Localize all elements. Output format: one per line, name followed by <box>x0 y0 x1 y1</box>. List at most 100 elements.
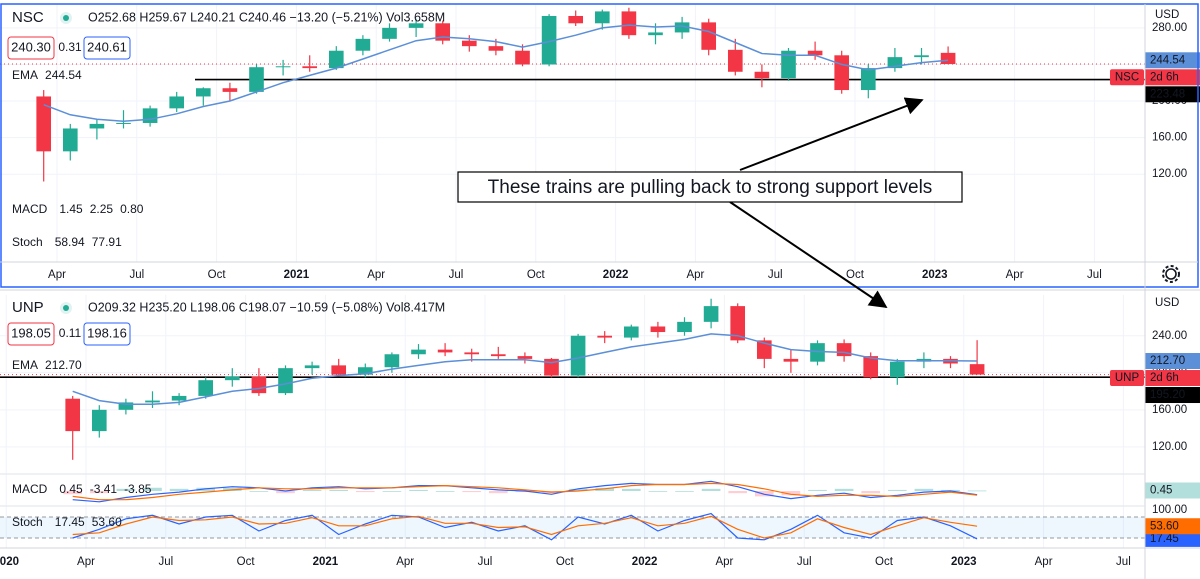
support-price-tag: 223.48 <box>1150 88 1185 100</box>
bid-price: 240.30 <box>11 39 51 54</box>
candle-body <box>623 326 639 338</box>
countdown-tag: 2d 6h <box>1150 71 1179 83</box>
x-tick-label: 2023 <box>951 556 977 568</box>
y-tick-label: 240.00 <box>1152 330 1187 342</box>
candle-body <box>36 96 52 152</box>
macd-histogram-bar <box>355 491 375 493</box>
x-tick-label: Apr <box>48 269 66 281</box>
macd-histogram-bar <box>143 487 162 491</box>
candle-body <box>461 40 477 47</box>
candle-body <box>198 380 214 396</box>
ema-value: 212.70 <box>45 358 82 372</box>
stoch-tag: 17.45 <box>1150 533 1179 545</box>
candle-body <box>304 365 320 369</box>
ask-box <box>83 36 131 60</box>
candle-body <box>756 340 772 359</box>
countdown-tag-bg <box>1145 370 1200 387</box>
candle-body <box>249 67 264 92</box>
candle-body <box>969 364 985 375</box>
countdown-tag: 2d 6h <box>1150 372 1179 384</box>
candle-body <box>302 66 318 69</box>
candle-body <box>517 356 533 359</box>
macd-histogram-bar <box>861 491 881 494</box>
macd-legend-value: 1.45 <box>59 202 83 216</box>
candle-body <box>331 365 347 375</box>
candle-body <box>727 49 743 72</box>
candle-body <box>570 335 586 376</box>
candle-body <box>703 306 719 322</box>
stoch-tag-bg <box>1145 518 1200 535</box>
candle-body <box>863 356 879 378</box>
candle-body <box>408 23 424 28</box>
x-tick-label: Oct <box>875 556 894 568</box>
candle-body <box>650 326 666 333</box>
candle-body <box>382 27 397 39</box>
symbol-tag: NSC <box>1115 71 1139 83</box>
macd-label: MACD <box>12 202 48 216</box>
x-tick-label: 2022 <box>632 556 658 568</box>
annotation-text: These trains are pulling back to strong … <box>488 177 933 198</box>
gear[interactable] <box>1165 268 1177 280</box>
candle-body <box>597 335 613 338</box>
macd-histogram-bar <box>63 491 83 495</box>
candle-body <box>810 343 825 362</box>
ema-price-tag: 212.70 <box>1150 355 1185 367</box>
currency[interactable]: USD <box>1155 297 1179 309</box>
candle-body <box>544 358 559 376</box>
ema-price-tag: 244.54 <box>1150 54 1186 66</box>
macd-histogram-bar <box>462 491 482 493</box>
macd-histogram-bar <box>409 489 428 491</box>
ema-price-tag-bg <box>1145 353 1200 370</box>
selected-pane-border <box>0 3 1199 288</box>
x-tick-label: Oct <box>556 556 575 568</box>
macd-histogram-bar <box>808 489 827 491</box>
bid-box <box>7 322 55 346</box>
macd-legend-value: -3.41 <box>90 482 118 496</box>
symbol-tag-bg <box>1110 370 1144 387</box>
macd-legend-value: 0.45 <box>59 482 83 496</box>
macd-histogram-bar <box>329 489 349 491</box>
ema-line <box>72 333 978 406</box>
candle-body <box>116 122 131 124</box>
candle-body <box>437 349 453 353</box>
candle-body <box>701 22 717 50</box>
candle-body <box>195 88 211 97</box>
y-tick-label: 280.00 <box>1152 22 1187 34</box>
gear-teeth[interactable] <box>1162 265 1180 283</box>
candle-body <box>222 88 238 92</box>
candle-body <box>860 68 876 91</box>
support-price-tag-bg <box>1145 387 1200 404</box>
x-tick-label: 2021 <box>284 269 310 281</box>
support-price-tag-bg <box>1145 86 1200 103</box>
currency[interactable]: USD <box>1155 9 1179 21</box>
candle-body <box>411 349 426 355</box>
x-tick-label: Apr <box>1035 556 1053 568</box>
ask-box <box>83 322 131 346</box>
stoch-label: Stoch <box>12 235 43 249</box>
macd-histogram-bar <box>568 488 588 491</box>
candle-body <box>435 23 451 41</box>
settings-icon[interactable] <box>1162 265 1180 283</box>
macd-tag-bg <box>1145 482 1200 499</box>
countdown-tag-bg <box>1145 69 1200 86</box>
x-tick-label: Oct <box>208 269 227 281</box>
x-tick-label: Jul <box>478 556 493 568</box>
candle-body <box>807 50 823 56</box>
stoch-legend-value: 17.45 <box>55 515 85 529</box>
arrow <box>729 201 888 309</box>
candle-body <box>251 376 267 394</box>
macd-histogram-bar <box>116 488 136 491</box>
ask-price: 240.61 <box>87 39 127 54</box>
x-tick-label: Apr <box>686 269 704 281</box>
candle-body <box>384 354 400 368</box>
macd-histogram-bar <box>249 491 269 492</box>
ask-price: 198.16 <box>87 325 127 340</box>
status-dot-inner <box>63 15 69 21</box>
stoch-tag-bg <box>1145 530 1200 547</box>
candle-body <box>328 50 344 69</box>
x-tick-label: Jul <box>797 556 812 568</box>
x-tick-label: 2023 <box>922 269 948 281</box>
x-tick-label: Jul <box>1087 269 1102 281</box>
